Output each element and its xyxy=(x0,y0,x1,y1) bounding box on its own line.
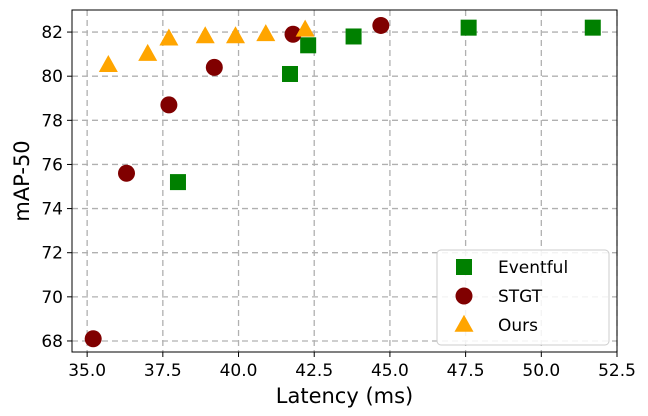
eventful-point xyxy=(345,28,362,45)
x-tick-label: 50.0 xyxy=(522,361,560,381)
y-tick-label: 70 xyxy=(41,288,63,308)
ours-point xyxy=(195,26,215,44)
eventful-point xyxy=(584,19,601,36)
legend-marker-eventful xyxy=(456,259,472,275)
plot-frame xyxy=(71,9,618,353)
ours-point xyxy=(256,24,276,42)
ours-point xyxy=(226,26,245,44)
x-axis-label: Latency (ms) xyxy=(276,384,413,408)
legend-marker-stgt xyxy=(455,287,473,305)
eventful-point xyxy=(460,19,477,36)
y-axis-label: mAP-50 xyxy=(10,140,34,221)
ours-point xyxy=(295,19,315,37)
x-tick-label: 47.5 xyxy=(447,361,485,381)
ours-point xyxy=(138,43,158,61)
x-tick-label: 42.5 xyxy=(295,361,333,381)
legend-label-eventful: Eventful xyxy=(498,258,568,278)
y-tick-label: 68 xyxy=(41,332,63,352)
series-ours xyxy=(98,19,315,72)
stgt-point xyxy=(84,330,102,348)
series-eventful xyxy=(169,19,601,191)
ticks: 35.0 37.5 40.0 42.5 45.0 47.5 50.0 52.5 68 70 72 74… xyxy=(41,23,636,381)
y-tick-label: 82 xyxy=(41,23,63,43)
legend-marker-ours xyxy=(454,314,474,332)
ours-point xyxy=(98,54,118,72)
eventful-point xyxy=(169,174,186,191)
eventful-point xyxy=(282,65,298,82)
series-stgt xyxy=(84,16,390,348)
legend-label-stgt: STGT xyxy=(498,287,543,307)
y-tick-label: 76 xyxy=(41,155,63,175)
data-marks xyxy=(84,16,601,348)
stgt-point xyxy=(372,16,390,34)
x-tick-label: 52.5 xyxy=(598,361,636,381)
legend-box xyxy=(436,249,610,346)
y-tick-label: 78 xyxy=(41,111,63,131)
x-tick-label: 37.5 xyxy=(144,361,182,381)
x-tick-label: 45.0 xyxy=(371,361,409,381)
x-tick-label: 35.0 xyxy=(68,361,106,381)
stgt-point xyxy=(284,25,302,43)
y-tick-label: 74 xyxy=(41,200,63,220)
stgt-point xyxy=(160,96,178,114)
legend-label-ours: Ours xyxy=(498,316,538,336)
eventful-point xyxy=(300,37,317,54)
x-tick-label: 40.0 xyxy=(220,361,258,381)
stgt-point xyxy=(118,164,135,182)
ours-point xyxy=(159,28,179,46)
stgt-point xyxy=(205,58,223,76)
y-tick-label: 72 xyxy=(41,244,63,264)
y-tick-label: 80 xyxy=(41,67,63,87)
legend: Eventful STGT Ours xyxy=(436,249,610,346)
